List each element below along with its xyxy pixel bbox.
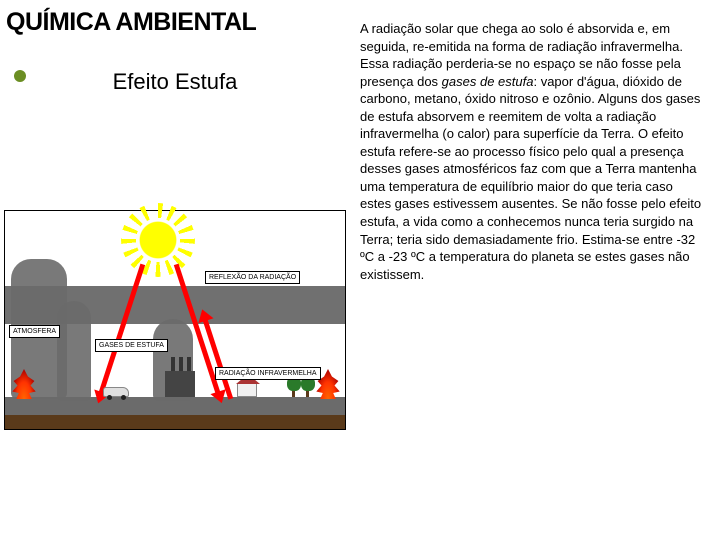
body-paragraph: A radiação solar que chega ao solo é abs… [360,20,702,283]
greenhouse-diagram: REFLEXÃO DA RADIAÇÃO ATMOSFERA GASES DE … [4,210,346,430]
subtitle: Efeito Estufa [0,37,350,95]
label-gases: GASES DE ESTUFA [95,339,168,352]
sun-icon [135,217,181,263]
body-text-2: : vapor d'água, dióxido de carbono, meta… [360,74,701,282]
page-title: QUÍMICA AMBIENTAL [0,0,350,37]
label-atmosfera: ATMOSFERA [9,325,60,338]
body-text-italic: gases de estufa [442,74,534,89]
factory-icon [165,371,195,397]
label-reflexao: REFLEXÃO DA RADIAÇÃO [205,271,300,284]
house-icon [237,383,257,397]
car-icon [103,387,129,397]
smoke-plume [57,301,91,401]
label-infravermelha: RADIAÇÃO INFRAVERMELHA [215,367,321,380]
soil [5,415,345,429]
bullet-icon [14,70,26,82]
